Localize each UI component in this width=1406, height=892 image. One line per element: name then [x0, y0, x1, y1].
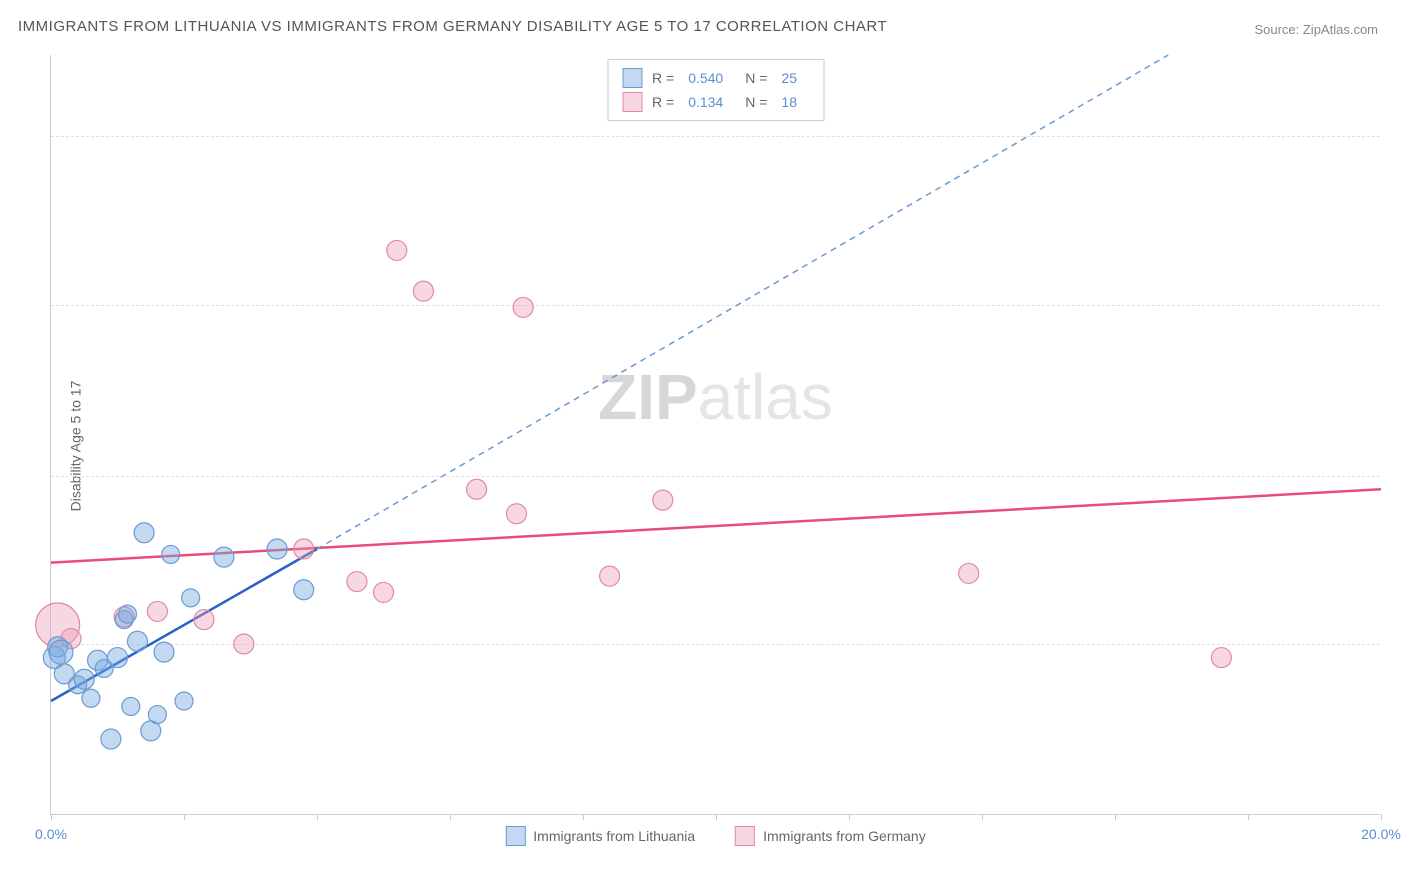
data-point	[101, 729, 121, 749]
data-point	[182, 589, 200, 607]
x-tick	[317, 814, 318, 820]
scatter-svg	[51, 55, 1380, 814]
series-name-lithuania: Immigrants from Lithuania	[533, 828, 695, 844]
data-point	[959, 563, 979, 583]
n-prefix: N =	[745, 94, 767, 110]
data-point	[513, 297, 533, 317]
legend-row-germany: R = 0.134 N = 18	[622, 90, 809, 114]
r-value-germany: 0.134	[688, 94, 723, 110]
chart-title: IMMIGRANTS FROM LITHUANIA VS IMMIGRANTS …	[18, 18, 887, 35]
x-tick	[1381, 814, 1382, 820]
data-point	[387, 240, 407, 260]
source-attribution: Source: ZipAtlas.com	[1254, 22, 1378, 37]
data-point	[294, 580, 314, 600]
trend-line-dashed	[317, 55, 1168, 549]
data-point	[74, 669, 94, 689]
series-legend: Immigrants from Lithuania Immigrants fro…	[505, 826, 925, 846]
data-point	[600, 566, 620, 586]
series-name-germany: Immigrants from Germany	[763, 828, 926, 844]
n-value-germany: 18	[781, 94, 797, 110]
data-point	[148, 706, 166, 724]
x-tick	[51, 814, 52, 820]
x-tick	[1248, 814, 1249, 820]
data-point	[467, 479, 487, 499]
data-point	[234, 634, 254, 654]
x-tick	[1115, 814, 1116, 820]
data-point	[147, 601, 167, 621]
r-prefix: R =	[652, 70, 674, 86]
data-point	[347, 572, 367, 592]
n-prefix: N =	[745, 70, 767, 86]
data-point	[49, 640, 73, 664]
x-tick	[716, 814, 717, 820]
data-point	[374, 582, 394, 602]
data-point	[175, 692, 193, 710]
data-point	[653, 490, 673, 510]
data-point	[82, 689, 100, 707]
legend-row-lithuania: R = 0.540 N = 25	[622, 66, 809, 90]
trend-line	[51, 489, 1381, 562]
x-tick	[184, 814, 185, 820]
data-point	[214, 547, 234, 567]
swatch-germany	[622, 92, 642, 112]
r-value-lithuania: 0.540	[688, 70, 723, 86]
y-tick-label: 18.8%	[1390, 297, 1406, 313]
data-point	[122, 697, 140, 715]
data-point	[162, 545, 180, 563]
legend-item-germany: Immigrants from Germany	[735, 826, 926, 846]
data-point	[1211, 648, 1231, 668]
x-tick-label: 0.0%	[35, 826, 67, 842]
r-prefix: R =	[652, 94, 674, 110]
legend-item-lithuania: Immigrants from Lithuania	[505, 826, 695, 846]
x-tick	[450, 814, 451, 820]
y-tick-label: 6.3%	[1390, 636, 1406, 652]
data-point	[194, 610, 214, 630]
data-point	[267, 539, 287, 559]
y-tick-label: 12.5%	[1390, 468, 1406, 484]
data-point	[154, 642, 174, 662]
x-tick-label: 20.0%	[1361, 826, 1401, 842]
y-tick-label: 25.0%	[1390, 128, 1406, 144]
data-point	[413, 281, 433, 301]
swatch-lithuania-icon	[505, 826, 525, 846]
data-point	[108, 648, 128, 668]
data-point	[118, 605, 136, 623]
x-tick	[583, 814, 584, 820]
n-value-lithuania: 25	[781, 70, 797, 86]
plot-area: ZIPatlas 6.3%12.5%18.8%25.0% R = 0.540 N…	[50, 55, 1380, 815]
swatch-germany-icon	[735, 826, 755, 846]
data-point	[127, 631, 147, 651]
stats-legend: R = 0.540 N = 25 R = 0.134 N = 18	[607, 59, 824, 121]
swatch-lithuania	[622, 68, 642, 88]
data-point	[507, 504, 527, 524]
x-tick	[982, 814, 983, 820]
data-point	[134, 523, 154, 543]
data-point	[294, 539, 314, 559]
x-tick	[849, 814, 850, 820]
